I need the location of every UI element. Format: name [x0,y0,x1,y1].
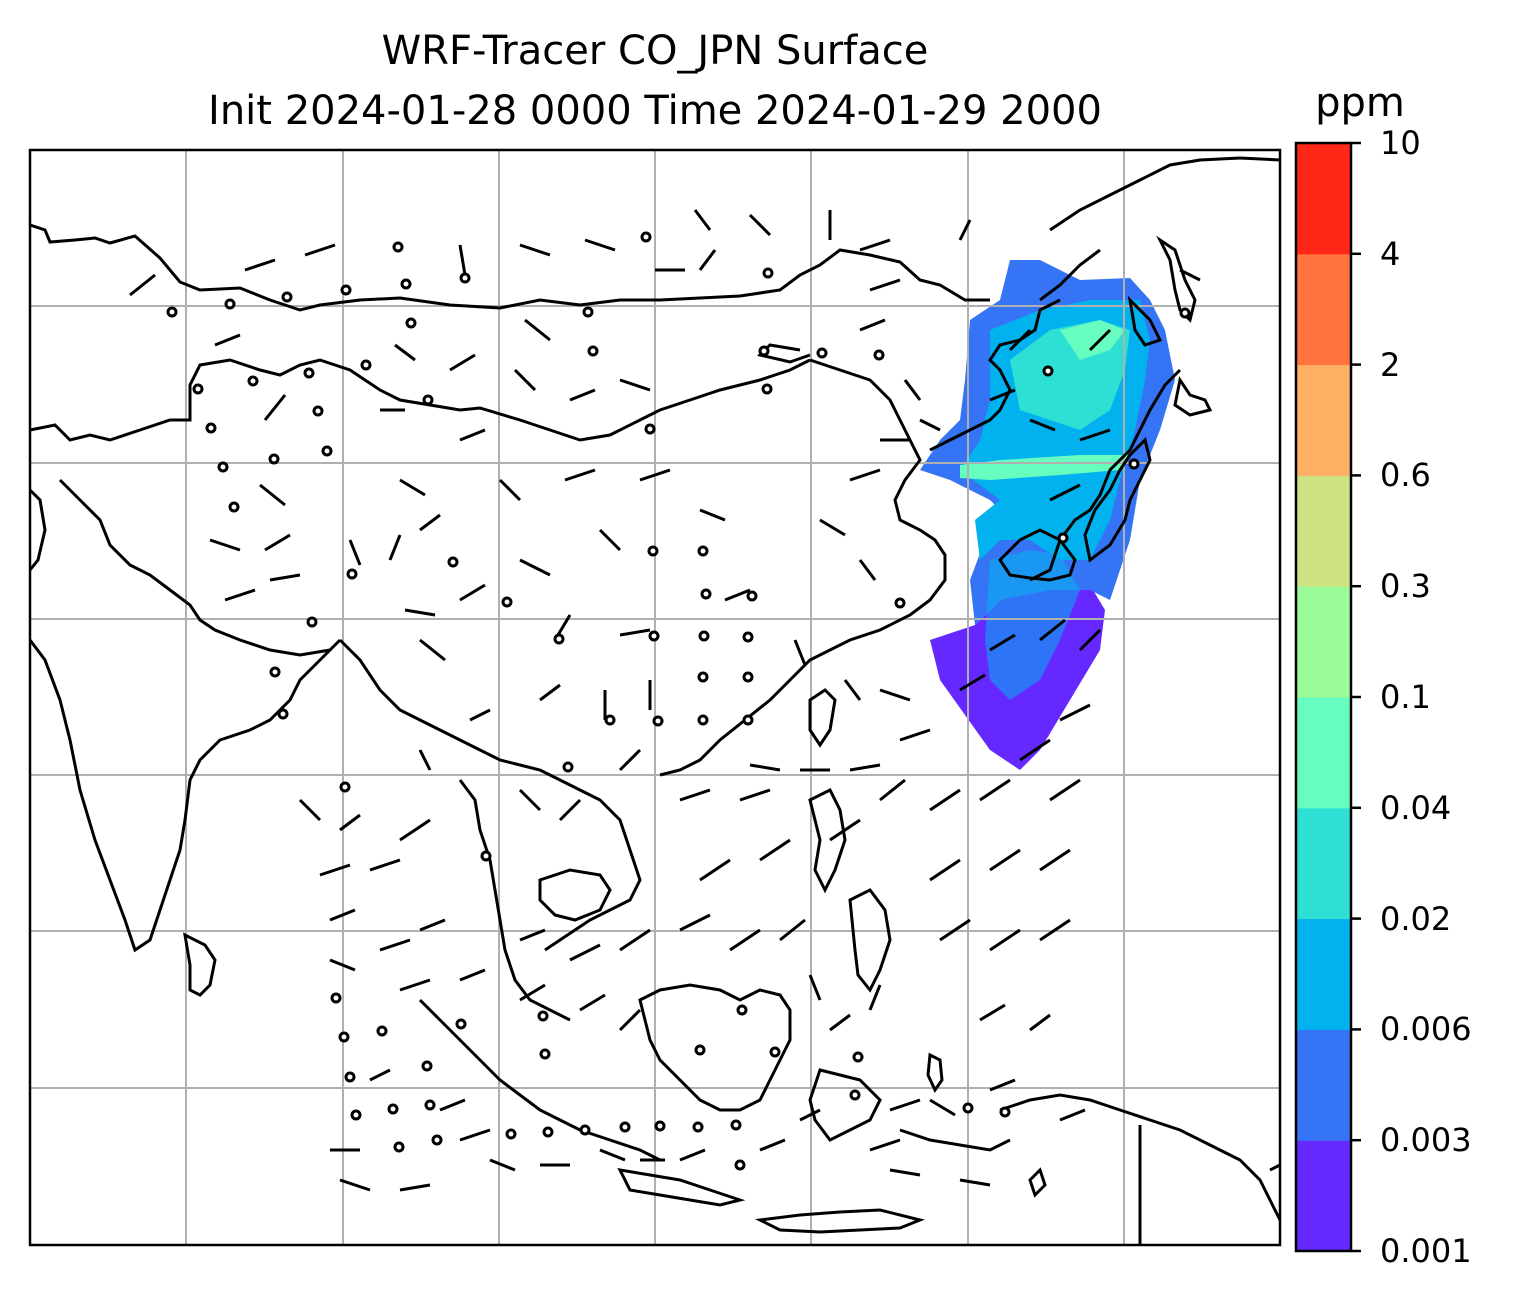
colorbar-tick-label: 0.3 [1380,567,1431,606]
colorbar-tick-label: 0.003 [1380,1121,1472,1160]
colorbar-tick-label: 0.1 [1380,678,1431,716]
colorbar-tick-label: 0.001 [1380,1232,1472,1270]
colorbar-tick-label: 4 [1380,234,1401,273]
gridlines [30,150,1280,1245]
colorbar-segment [1296,143,1351,255]
colorbar-segment [1296,253,1351,366]
colorbar-units-label: ppm [1315,80,1405,126]
colorbar-segment [1296,1140,1351,1252]
colorbar-tick-label: 2 [1380,345,1401,384]
colorbar-segment [1296,364,1351,476]
plume-mid-south [985,550,1080,700]
calm-wind-markers [166,231,1191,1171]
plume-band [960,455,1130,480]
colorbar-segment [1296,475,1351,587]
colorbar-tick-label: 0.04 [1380,788,1452,827]
map-title-line-1: WRF-Tracer CO_JPN Surface [381,28,929,74]
colorbar-tick-label: 10 [1380,124,1421,162]
map-title-line-2: Init 2024-01-28 0000 Time 2024-01-29 200… [208,88,1102,134]
colorbar-tick-label: 0.006 [1380,1010,1472,1049]
colorbar-segment [1296,918,1351,1030]
colorbar-segment [1296,1029,1351,1141]
colorbar-tick-label: 0.6 [1380,456,1431,495]
colorbar-segment [1296,807,1351,920]
wind-barbs [129,209,1201,1192]
colorbar-segment [1296,697,1351,809]
colorbar [1294,141,1361,1253]
map-frame [28,148,1282,1247]
coastlines [28,156,1282,1245]
colorbar-segment [1296,586,1351,698]
colorbar-tick-label: 0.02 [1380,899,1452,938]
